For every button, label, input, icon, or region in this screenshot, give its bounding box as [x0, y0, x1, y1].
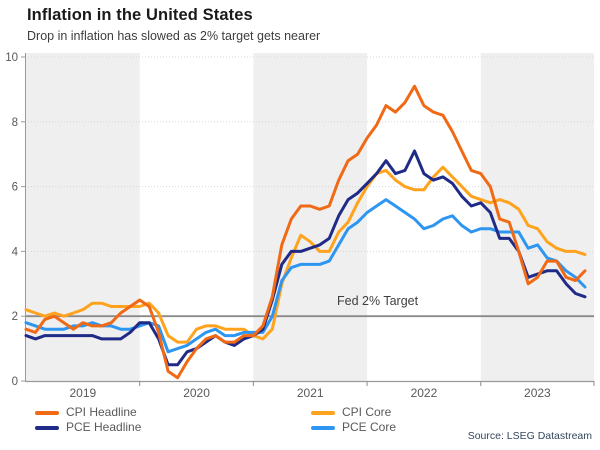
svg-text:2: 2 [12, 311, 18, 323]
fed-target-annotation: Fed 2% Target [337, 294, 419, 308]
chart-subtitle: Drop in inflation has slowed as 2% targe… [27, 29, 321, 43]
source-attribution: Source: LSEG Datastream [467, 430, 592, 442]
series-cpi_core [24, 165, 587, 344]
cpi-core-swatch-icon [311, 410, 335, 415]
svg-text:8: 8 [12, 117, 18, 129]
svg-text:10: 10 [5, 52, 18, 64]
svg-text:4: 4 [12, 246, 19, 258]
legend-label-pce-headline: PCE Headline [66, 420, 142, 434]
legend-label-cpi-headline: CPI Headline [66, 405, 137, 419]
svg-text:2021: 2021 [297, 386, 324, 400]
series-pce_headline [24, 149, 587, 367]
legend-item-pce-headline: PCE Headline [35, 420, 141, 435]
cpi-headline-swatch-icon [35, 410, 59, 415]
series-pce_core [24, 198, 587, 354]
svg-text:6: 6 [12, 182, 18, 194]
svg-text:2019: 2019 [69, 386, 96, 400]
series-cpi_headline [24, 84, 587, 380]
legend-item-cpi-core: CPI Core [311, 405, 391, 420]
svg-text:2023: 2023 [524, 386, 551, 400]
svg-text:2022: 2022 [411, 386, 438, 400]
pce-headline-swatch-icon [35, 425, 59, 430]
legend-label-pce-core: PCE Core [342, 420, 397, 434]
page-title: Inflation in the United States [27, 6, 253, 24]
pce-core-swatch-icon [311, 425, 335, 430]
legend-item-pce-core: PCE Core [311, 420, 396, 435]
svg-text:2020: 2020 [183, 386, 210, 400]
svg-text:0: 0 [12, 376, 18, 388]
legend-label-cpi-core: CPI Core [342, 405, 392, 419]
legend-item-cpi-headline: CPI Headline [35, 405, 137, 420]
